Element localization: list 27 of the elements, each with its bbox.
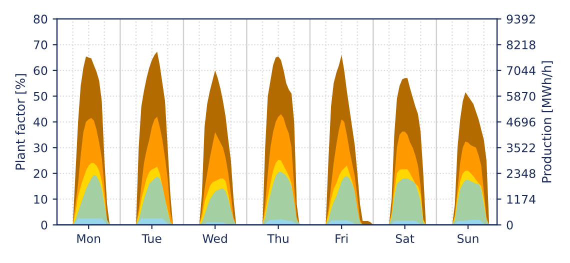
- y-axis-title: Plant factor [%]: [15, 74, 26, 170]
- y-tick-label: 0: [41, 220, 48, 230]
- y-tick-label: 50: [34, 92, 48, 101]
- x-tick-label: Sun: [458, 234, 478, 244]
- y2-tick-label: 5870: [506, 92, 536, 101]
- y-tick-label: 10: [34, 194, 48, 204]
- y2-tick-label: 3522: [506, 143, 535, 152]
- y2-tick-label: 0: [506, 220, 513, 230]
- x-tick-label: Fri: [336, 234, 348, 243]
- x-tick-label: Sat: [396, 234, 414, 244]
- y-tick-label: 40: [34, 118, 48, 127]
- y2-tick-label: 7044: [507, 66, 536, 76]
- y2-axis-title: Production [MWh/h]: [542, 61, 553, 182]
- y-tick-label: 20: [34, 169, 48, 178]
- y2-tick-label: 8218: [506, 40, 536, 50]
- x-tick-label: Tue: [142, 234, 162, 244]
- y-tick-label: 30: [34, 143, 48, 152]
- y-tick-label: 60: [34, 66, 48, 76]
- y2-tick-label: 1174: [507, 195, 536, 204]
- y2-tick-label: 4696: [506, 118, 536, 127]
- x-tick-label: Mon: [77, 234, 100, 244]
- x-tick-label: Thu: [267, 234, 288, 244]
- y-tick-label: 80: [34, 14, 48, 24]
- y-tick-label: 70: [34, 40, 48, 50]
- y2-tick-label: 9392: [506, 14, 535, 24]
- y2-tick-label: 2348: [506, 169, 536, 178]
- x-tick-label: Wed: [202, 234, 227, 244]
